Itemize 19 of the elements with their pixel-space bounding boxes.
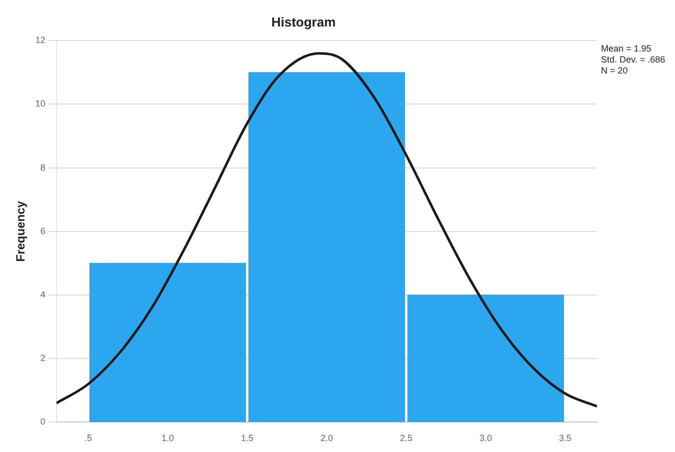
x-tick-label: 1.0	[161, 433, 174, 444]
x-tick-label: 3.5	[558, 433, 572, 444]
y-tick-label: 4	[40, 289, 46, 300]
x-tick-label: 3.0	[479, 433, 492, 444]
y-axis-title: Frequency	[14, 200, 28, 262]
y-tick-label: 8	[40, 162, 46, 172]
x-tick-label: .5	[84, 433, 92, 444]
x-tick-label: 2.0	[320, 433, 333, 444]
x-tick-label: 1.5	[240, 433, 254, 444]
text: Mean = 1.95	[601, 44, 652, 54]
y-tick-label: 6	[40, 226, 46, 236]
y-tick-label: 0	[40, 416, 46, 427]
text: N = 20	[601, 66, 628, 76]
y-tick-label: 10	[35, 98, 46, 109]
text: Std. Dev. = .686	[601, 54, 666, 65]
y-tick-label: 2	[40, 353, 46, 364]
y-tick-label: 12	[35, 35, 46, 46]
x-tick-label: 2.5	[400, 433, 412, 444]
chart-title: Histogram	[271, 14, 336, 30]
